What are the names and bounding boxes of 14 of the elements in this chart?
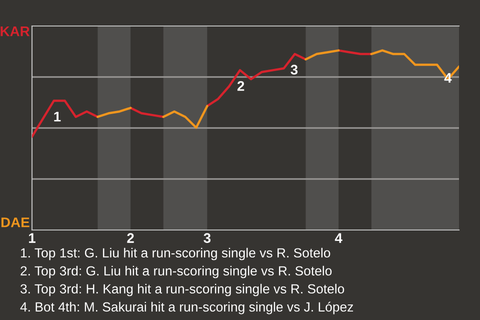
- text: 2. Top 3rd: G. Liu hit a run-scoring single vs R. Sotelo: [20, 266, 332, 278]
- annotation: 2: [237, 81, 244, 91]
- text: KAR: [0, 26, 30, 36]
- x-tick-label: 4: [334, 233, 342, 243]
- text: DAE: [1, 218, 30, 228]
- text: 3. Top 3rd: H. Kang hit a run-scoring single vs R. Sotelo: [20, 284, 344, 296]
- annotation: 3: [290, 64, 298, 75]
- x-tick-label: 3: [204, 233, 211, 243]
- x-tick-label: 1: [29, 233, 36, 243]
- text: 4. Bot 4th: M. Sakurai hit a run-scoring single vs J. López: [20, 302, 354, 314]
- text: 1. Top 1st: G. Liu hit a run-scoring single vs R. Sotelo: [21, 248, 330, 260]
- annotation: 4: [444, 73, 452, 83]
- x-tick-label: 2: [127, 233, 134, 243]
- annotation: 1: [54, 112, 61, 122]
